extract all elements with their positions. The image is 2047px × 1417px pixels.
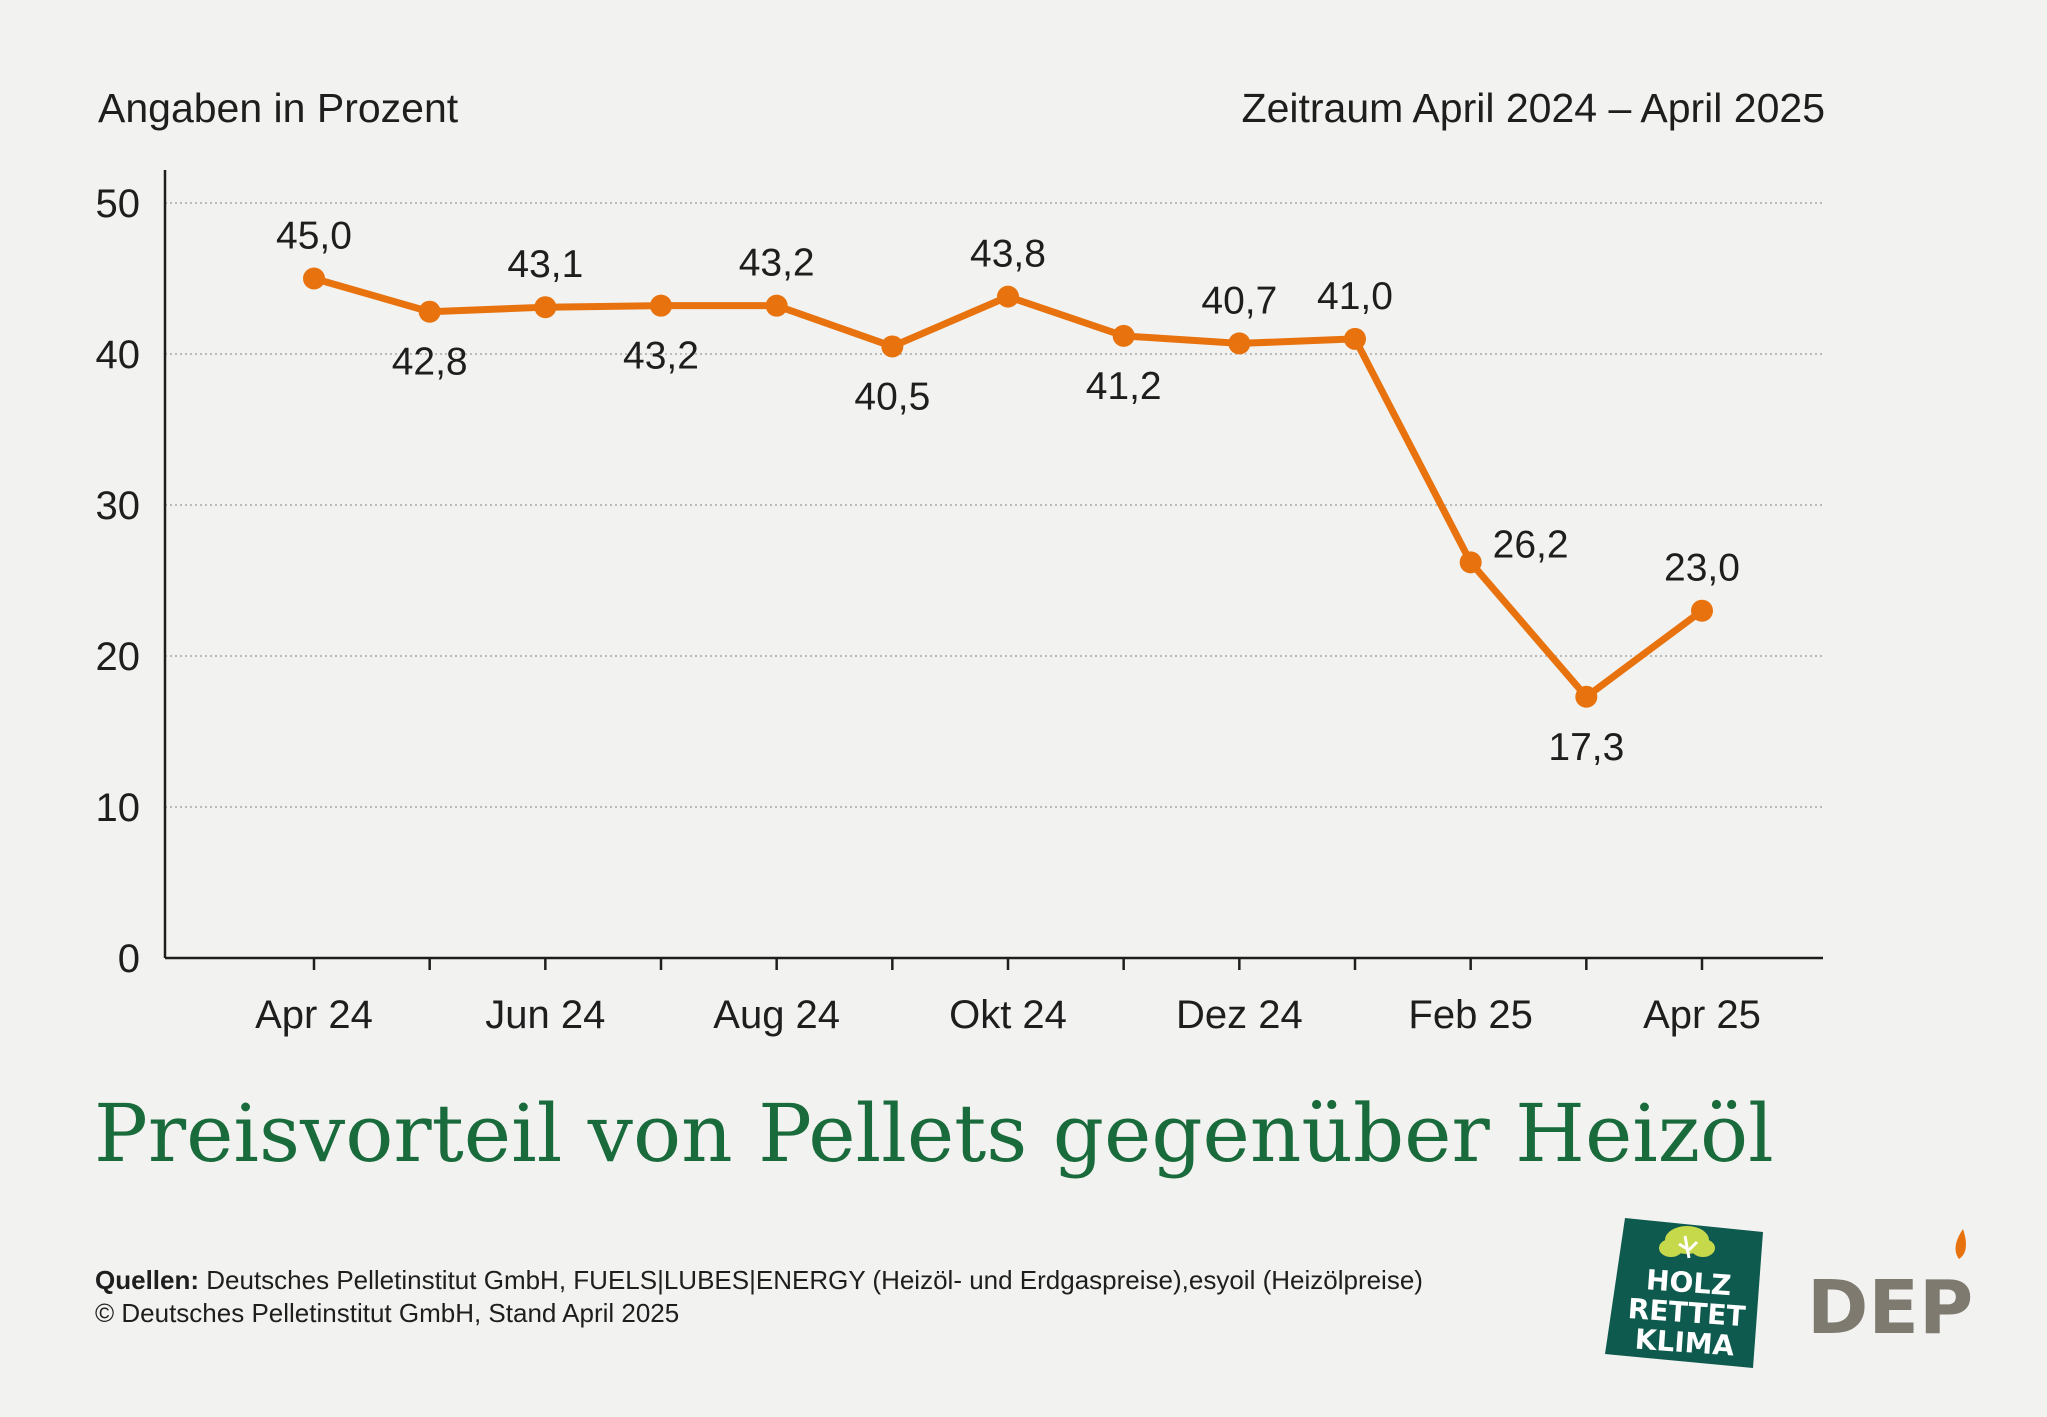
sources-text: Deutsches Pelletinstitut GmbH, FUELS|LUB… [206,1265,1423,1295]
chart-title: Preisvorteil von Pellets gegenüber Heizö… [94,1087,1774,1180]
y-tick-label: 40 [96,333,141,377]
data-point [881,335,904,358]
data-label: 43,1 [507,243,583,286]
y-tick-label: 50 [96,182,141,226]
x-tick-label: Okt 24 [949,993,1067,1037]
series-line [310,275,1706,701]
data-label: 43,8 [970,233,1046,276]
flame-icon [1955,1229,1966,1259]
data-point [534,296,557,319]
data-label: 41,2 [1086,365,1162,408]
x-tick-label: Feb 25 [1408,993,1533,1037]
data-point [1344,327,1366,350]
y-tick-labels: 0 10 20 30 40 50 [96,182,141,981]
series-line-path [310,275,1706,701]
x-tick-label: Aug 24 [713,993,840,1037]
data-label: 26,2 [1493,523,1569,566]
y-tick-label: 10 [96,786,141,830]
data-label: 40,7 [1201,279,1277,322]
sources-label: Quellen: [95,1265,200,1295]
x-tick-label: Apr 24 [255,993,373,1037]
leaf-icon [1659,1226,1715,1259]
data-label: 43,2 [739,242,815,285]
data-labels: 45,0 42,8 43,1 43,2 43,2 40,5 43,8 41,2 40,7 41,0… [276,215,1740,769]
y-tick-label: 0 [118,937,140,981]
data-label: 41,0 [1317,275,1393,318]
depi-logo: DEPI [1807,1229,1980,1340]
depi-logo-text: DEPI [1807,1265,1980,1340]
data-point [1112,324,1135,347]
data-point [650,294,672,317]
data-point [1459,551,1482,574]
logo-badge-shape [1605,1218,1763,1368]
holz-rettet-klima-logo: HOLZ RETTET KLIMA [1605,1218,1763,1368]
data-label: 42,8 [392,341,468,384]
data-point [997,285,1019,308]
logo-text-klima: KLIMA [1634,1323,1736,1363]
logo-text-holz: HOLZ [1645,1263,1732,1302]
x-tick-label: Apr 25 [1643,993,1761,1037]
gridlines [165,202,1823,808]
x-tick-labels: Apr 24 Jun 24 Aug 24 Okt 24 Dez 24 Feb 25 Apr … [255,993,1761,1037]
data-label: 43,2 [623,335,699,378]
x-tick-label: Dez 24 [1176,993,1303,1037]
x-tick-label: Jun 24 [485,993,605,1037]
data-label: 45,0 [276,215,352,258]
y-tick-label: 20 [96,635,141,679]
data-point [1575,685,1598,708]
data-point [418,300,441,323]
data-label: 23,0 [1664,547,1740,590]
y-tick-label: 30 [96,484,141,528]
data-points [303,267,1713,708]
axes [163,170,1823,970]
sources-line: Quellen: Deutsches Pelletinstitut GmbH, … [95,1265,1423,1296]
copyright-line: © Deutsches Pelletinstitut GmbH, Stand A… [95,1298,680,1328]
y-axis-unit-label: Angaben in Prozent [98,85,459,131]
data-point [1691,599,1713,622]
data-point [1228,332,1251,355]
logo-text-rettet: RETTET [1627,1292,1747,1333]
data-point [765,294,788,317]
period-label: Zeitraum April 2024 – April 2025 [1241,85,1825,131]
data-label: 17,3 [1548,726,1624,769]
data-point [303,267,325,290]
data-label: 40,5 [854,375,930,418]
line-chart: 0 10 20 30 40 50 Apr 24 Jun 24 Aug 24 Okt 24 Dez … [96,170,1823,1037]
